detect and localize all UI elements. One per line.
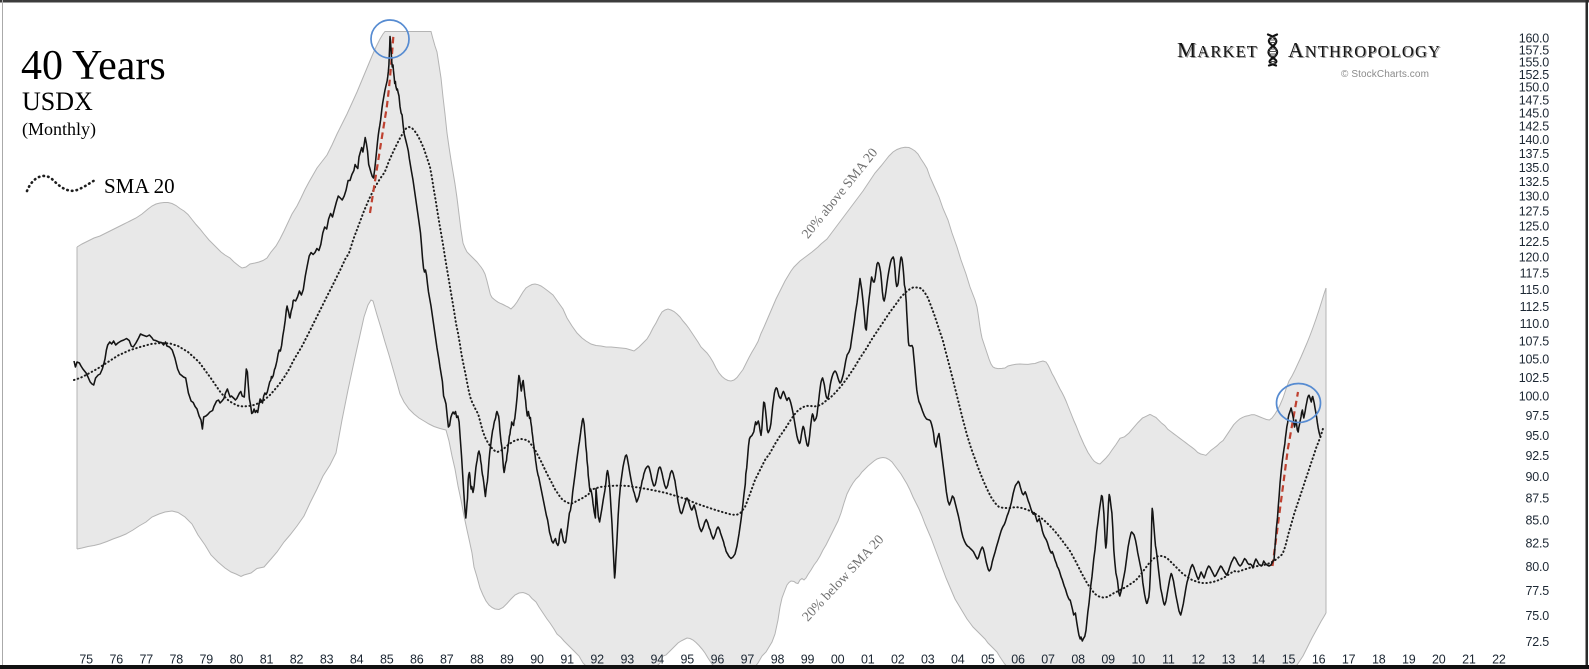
svg-text:92.5: 92.5: [1525, 449, 1549, 463]
svg-text:92: 92: [590, 653, 604, 667]
svg-text:137.5: 137.5: [1519, 147, 1550, 161]
svg-text:107.5: 107.5: [1519, 335, 1550, 349]
svg-text:145.0: 145.0: [1519, 106, 1550, 120]
svg-text:86: 86: [410, 653, 424, 667]
svg-text:00: 00: [831, 653, 845, 667]
svg-text:152.5: 152.5: [1519, 68, 1550, 82]
svg-text:125.0: 125.0: [1519, 220, 1550, 234]
svg-text:75.0: 75.0: [1525, 609, 1549, 623]
svg-text:ANTHROPOLOGY: ANTHROPOLOGY: [1288, 38, 1441, 62]
svg-text:83: 83: [320, 653, 334, 667]
svg-text:122.5: 122.5: [1519, 235, 1550, 249]
svg-text:132.5: 132.5: [1519, 175, 1550, 189]
svg-text:91: 91: [560, 653, 574, 667]
svg-text:90: 90: [530, 653, 544, 667]
svg-text:77: 77: [139, 653, 153, 667]
svg-text:135.0: 135.0: [1519, 161, 1550, 175]
svg-text:78: 78: [170, 653, 184, 667]
svg-text:88: 88: [470, 653, 484, 667]
svg-text:81: 81: [260, 653, 274, 667]
svg-text:80.0: 80.0: [1525, 560, 1549, 574]
svg-text:13: 13: [1222, 653, 1236, 667]
svg-text:18: 18: [1372, 653, 1386, 667]
svg-text:08: 08: [1071, 653, 1085, 667]
svg-text:102.5: 102.5: [1519, 371, 1550, 385]
svg-text:04: 04: [951, 653, 965, 667]
svg-text:97.5: 97.5: [1525, 409, 1549, 423]
svg-text:155.0: 155.0: [1519, 56, 1550, 70]
svg-text:14: 14: [1252, 653, 1266, 667]
svg-text:160.0: 160.0: [1519, 31, 1550, 45]
svg-text:117.5: 117.5: [1520, 267, 1550, 281]
svg-text:05: 05: [981, 653, 995, 667]
svg-text:84: 84: [350, 653, 364, 667]
svg-text:94: 94: [650, 653, 664, 667]
svg-text:105.0: 105.0: [1519, 353, 1550, 367]
svg-text:ANTHROPOLOGY: ANTHROPOLOGY: [1289, 39, 1442, 63]
svg-text:75: 75: [79, 653, 93, 667]
svg-text:157.5: 157.5: [1519, 43, 1550, 57]
svg-text:82: 82: [290, 653, 304, 667]
svg-text:76: 76: [109, 653, 123, 667]
svg-text:40 Years: 40 Years: [21, 43, 166, 89]
svg-text:21: 21: [1462, 653, 1476, 667]
svg-text:95.0: 95.0: [1525, 429, 1549, 443]
svg-text:100.0: 100.0: [1519, 390, 1550, 404]
svg-text:142.5: 142.5: [1519, 120, 1550, 134]
svg-text:110.0: 110.0: [1520, 317, 1550, 331]
svg-text:77.5: 77.5: [1525, 584, 1549, 598]
svg-text:95: 95: [681, 653, 695, 667]
svg-text:85: 85: [380, 653, 394, 667]
svg-text:127.5: 127.5: [1519, 205, 1550, 219]
svg-text:02: 02: [891, 653, 905, 667]
svg-text:09: 09: [1101, 653, 1115, 667]
svg-text:87.5: 87.5: [1525, 492, 1549, 506]
svg-text:85.0: 85.0: [1525, 514, 1549, 528]
svg-text:17: 17: [1342, 653, 1356, 667]
svg-text:96: 96: [711, 653, 725, 667]
svg-text:90.0: 90.0: [1525, 470, 1549, 484]
svg-text:03: 03: [921, 653, 935, 667]
svg-text:120.0: 120.0: [1519, 251, 1550, 265]
svg-text:© StockCharts.com: © StockCharts.com: [1341, 69, 1429, 80]
svg-text:98: 98: [771, 653, 785, 667]
svg-text:(Monthly): (Monthly): [22, 119, 96, 140]
svg-text:115.0: 115.0: [1520, 283, 1550, 297]
svg-text:06: 06: [1011, 653, 1025, 667]
svg-text:11: 11: [1162, 653, 1175, 667]
svg-text:93: 93: [620, 653, 634, 667]
svg-text:MARKET: MARKET: [1177, 38, 1258, 62]
svg-text:72.5: 72.5: [1525, 635, 1549, 649]
svg-text:140.0: 140.0: [1519, 133, 1550, 147]
svg-text:SMA 20: SMA 20: [104, 174, 175, 198]
svg-text:80: 80: [230, 653, 244, 667]
svg-text:16: 16: [1312, 653, 1326, 667]
svg-text:147.5: 147.5: [1519, 93, 1550, 107]
svg-text:10: 10: [1131, 653, 1145, 667]
svg-text:150.0: 150.0: [1519, 81, 1550, 95]
svg-text:79: 79: [200, 653, 214, 667]
svg-text:97: 97: [741, 653, 755, 667]
svg-text:01: 01: [861, 653, 875, 667]
svg-text:112.5: 112.5: [1520, 300, 1550, 314]
svg-text:82.5: 82.5: [1525, 536, 1549, 550]
svg-text:22: 22: [1492, 653, 1506, 667]
svg-text:12: 12: [1192, 653, 1206, 667]
svg-text:99: 99: [801, 653, 815, 667]
svg-text:MARKET: MARKET: [1178, 39, 1259, 63]
svg-text:20: 20: [1432, 653, 1446, 667]
svg-text:15: 15: [1282, 653, 1296, 667]
svg-text:89: 89: [500, 653, 514, 667]
svg-text:130.0: 130.0: [1519, 190, 1550, 204]
svg-text:87: 87: [440, 653, 454, 667]
svg-text:19: 19: [1402, 653, 1416, 667]
svg-text:07: 07: [1041, 653, 1055, 667]
svg-text:USDX: USDX: [22, 87, 93, 116]
